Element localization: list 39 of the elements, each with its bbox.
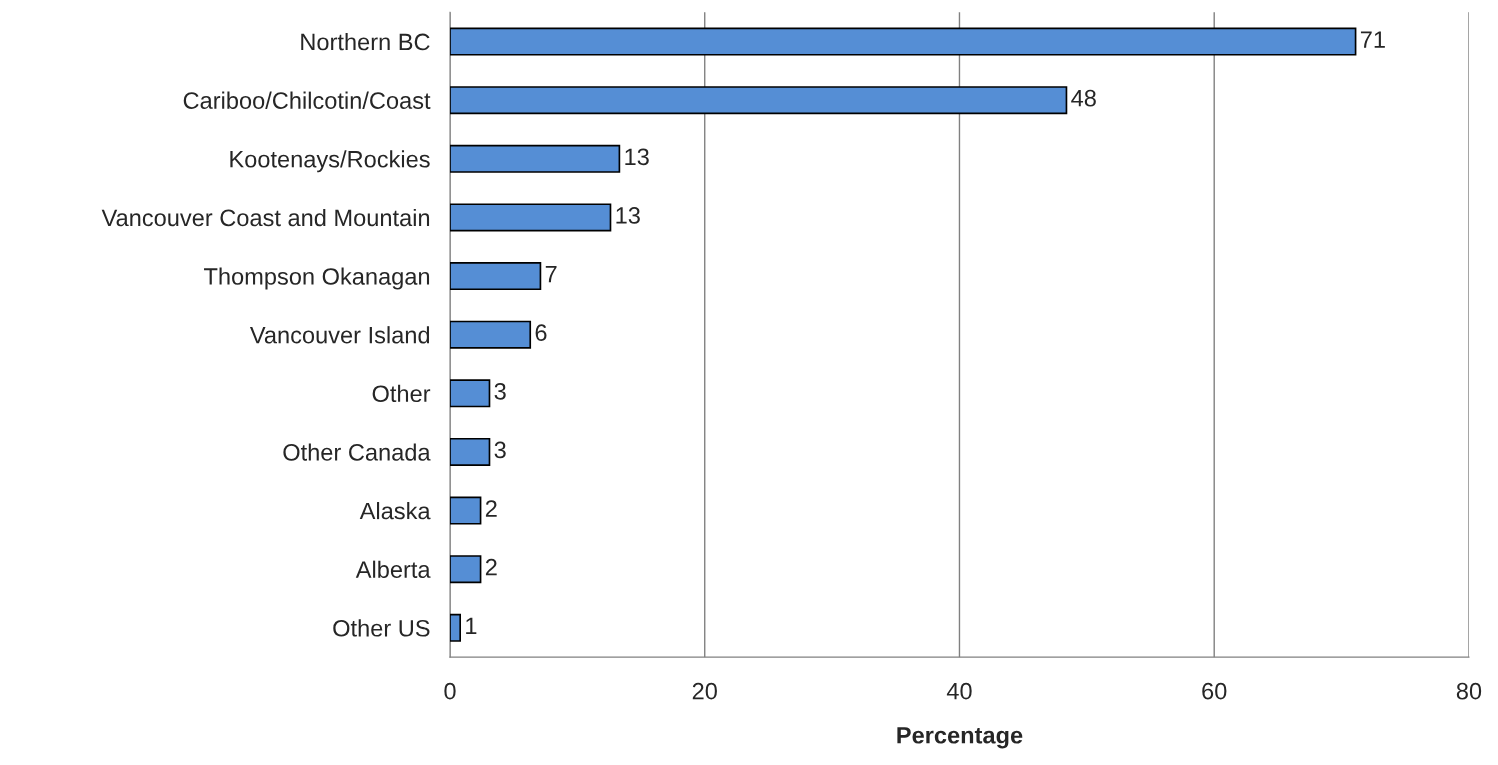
bar <box>450 379 491 408</box>
y-tick-label: Vancouver Island <box>249 326 430 344</box>
x-axis-title: Percentage <box>897 727 1023 749</box>
bar <box>450 437 491 466</box>
bar <box>450 496 482 525</box>
y-tick-label: Other US <box>333 619 430 637</box>
data-label: 7 <box>545 265 557 283</box>
bar <box>450 144 621 173</box>
x-tick-label: 20 <box>692 682 717 700</box>
bar <box>450 320 532 349</box>
bar <box>450 203 612 232</box>
data-label: 6 <box>535 324 547 342</box>
data-label: 48 <box>1071 89 1096 107</box>
y-tick-label: Other Canada <box>283 443 431 461</box>
y-tick-label: Vancouver Coast and Mountain <box>101 208 430 227</box>
data-label: 2 <box>485 500 497 517</box>
y-tick-label: Thompson Okanagan <box>204 267 430 290</box>
x-tick-label: 80 <box>1456 682 1482 700</box>
y-tick-label: Alberta <box>355 560 431 578</box>
y-tick-label: Northern BC <box>301 33 430 51</box>
y-tick-label: Alaska <box>359 502 431 520</box>
data-label: 3 <box>494 441 506 459</box>
data-label: 71 <box>1360 31 1385 48</box>
data-label: 1 <box>466 617 477 634</box>
data-label: 13 <box>625 148 649 166</box>
bar <box>450 27 1357 56</box>
data-label: 2 <box>485 558 497 576</box>
bar <box>450 555 482 584</box>
x-tick-label: 40 <box>946 682 972 700</box>
y-tick-label: Other <box>372 384 431 403</box>
data-label: 3 <box>494 382 506 400</box>
bar <box>450 613 462 642</box>
x-tick-label: 60 <box>1202 682 1227 700</box>
bar <box>450 86 1068 115</box>
bar <box>450 262 542 291</box>
x-tick-label: 0 <box>444 682 456 700</box>
y-tick-label: Cariboo/Chilcotin/Coast <box>183 91 431 109</box>
y-tick-label: Kootenays/Rockies <box>230 150 430 173</box>
data-label: 13 <box>616 207 640 224</box>
